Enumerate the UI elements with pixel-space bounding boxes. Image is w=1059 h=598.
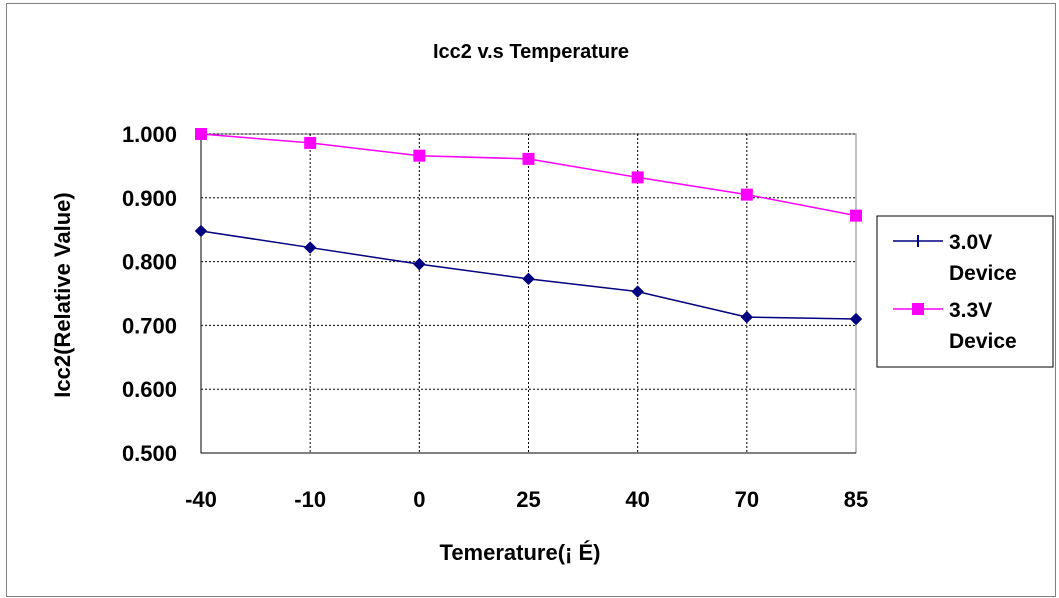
x-tick-label: 0: [413, 487, 425, 512]
x-tick-label: 70: [735, 487, 759, 512]
legend-label: 3.0V: [949, 231, 992, 254]
data-point: [195, 128, 207, 140]
chart-title: Icc2 v.s Temperature: [433, 41, 629, 63]
data-point: [522, 152, 535, 165]
data-point: [740, 188, 753, 201]
data-point: [849, 312, 863, 326]
legend-label: 3.3V: [949, 299, 992, 322]
legend-label: Device: [949, 262, 1017, 285]
x-tick-label: 85: [844, 487, 868, 512]
y-tick-label: 0.700: [122, 313, 177, 338]
x-tick-label: -40: [185, 487, 217, 512]
data-point: [303, 241, 317, 254]
data-point: [413, 257, 426, 271]
y-axis-label: Icc2(Relative Value): [50, 192, 75, 397]
y-tick-label: 0.500: [122, 441, 177, 466]
data-point: [740, 310, 754, 324]
data-point: [631, 285, 644, 298]
data-point: [522, 272, 535, 286]
y-tick-label: 0.900: [122, 186, 177, 211]
x-tick-label: 25: [516, 487, 540, 512]
y-tick-label: 0.600: [122, 377, 177, 402]
legend-label: Device: [949, 330, 1017, 353]
legend: 3.0V Device 3.3V Device: [876, 215, 1054, 368]
data-point: [631, 171, 644, 184]
legend-marker: [912, 303, 924, 315]
data-point: [194, 224, 208, 238]
series-2: [195, 128, 862, 222]
series-group: [194, 128, 863, 326]
series-1: [194, 224, 863, 326]
gridlines: [200, 133, 856, 454]
x-tick-label: 40: [625, 487, 649, 512]
x-axis-label: Temeratu­re(¡ É): [440, 540, 601, 565]
y-axis-ticks: 0.500 0.600 0.700 0.800 0.900 1.000: [122, 122, 177, 466]
data-point: [850, 209, 862, 222]
y-tick-label: 1.000: [122, 122, 177, 147]
x-tick-label: -10: [294, 487, 326, 512]
data-point: [304, 136, 317, 149]
x-axis-ticks: -40 -10 0 25 40 70 85: [185, 487, 868, 512]
y-tick-label: 0.800: [122, 250, 177, 275]
plot-area: [200, 133, 857, 454]
data-point: [413, 149, 426, 162]
